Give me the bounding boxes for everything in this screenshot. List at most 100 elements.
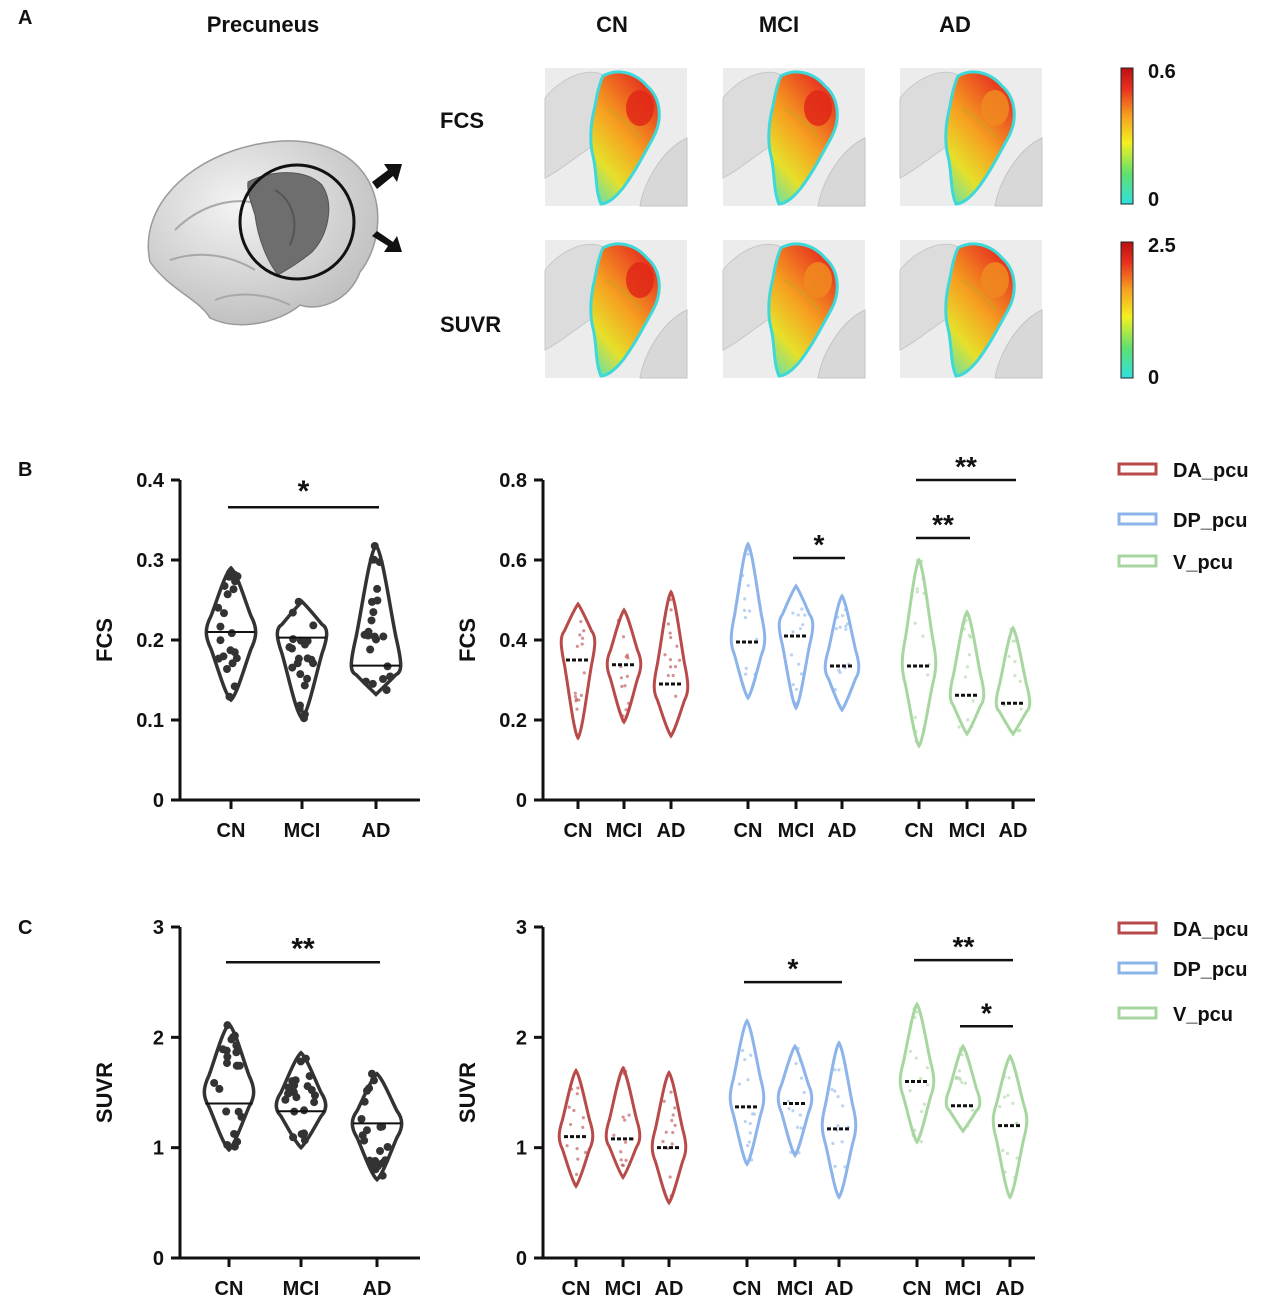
data-point	[361, 677, 370, 686]
data-point	[296, 670, 305, 679]
data-point	[366, 645, 375, 654]
data-point	[370, 632, 379, 641]
data-point	[791, 630, 795, 634]
data-point	[579, 619, 583, 624]
data-point	[841, 614, 845, 618]
data-point	[748, 1121, 752, 1126]
data-point	[833, 688, 837, 692]
data-point	[669, 665, 673, 669]
significance-label: *	[814, 529, 825, 560]
data-point	[742, 608, 747, 612]
data-point	[303, 674, 312, 683]
data-point	[668, 1175, 672, 1179]
violin-outline	[557, 1067, 595, 1189]
data-point	[669, 635, 673, 640]
x-tick-label: AD	[362, 820, 391, 842]
x-tick-label: AD	[825, 1278, 854, 1300]
data-point	[223, 1140, 232, 1149]
data-point	[915, 558, 919, 562]
violin-outline	[994, 625, 1032, 737]
panel-label-a: A	[18, 7, 32, 29]
data-point	[844, 624, 848, 628]
violin-DP_pcu-AD	[820, 1040, 858, 1200]
data-point	[747, 1140, 751, 1144]
data-point	[228, 659, 237, 668]
data-point	[914, 1056, 918, 1060]
violin-DP_pcu-CN	[729, 541, 767, 701]
violin-V_pcu-MCI	[948, 609, 986, 737]
violin-outline	[820, 1040, 858, 1200]
data-point	[666, 622, 671, 626]
data-point	[365, 1156, 374, 1165]
data-point	[921, 577, 925, 581]
data-point	[1016, 729, 1021, 733]
data-point	[223, 1052, 232, 1061]
data-point	[743, 1058, 747, 1062]
x-tick-label: AD	[999, 820, 1028, 842]
data-point	[745, 548, 750, 552]
brain-map-thumbnail	[722, 68, 866, 207]
data-point	[670, 1118, 674, 1123]
data-point	[627, 1113, 631, 1117]
data-point	[915, 590, 919, 594]
data-point	[582, 671, 586, 675]
data-point	[378, 1122, 387, 1131]
y-axis-label: FCS	[92, 618, 117, 662]
x-tick-label: MCI	[777, 1278, 814, 1300]
data-point	[957, 725, 961, 729]
group-header-ad: AD	[939, 12, 971, 37]
cortex-surface	[639, 137, 688, 207]
data-point	[367, 1069, 376, 1078]
data-point	[624, 708, 628, 712]
data-point	[746, 1078, 750, 1082]
data-point	[748, 1131, 752, 1135]
data-point	[791, 611, 795, 615]
data-point	[749, 1053, 753, 1057]
data-point	[836, 1095, 840, 1099]
data-point	[379, 674, 388, 683]
legend-label: DA_pcu	[1173, 460, 1249, 482]
data-point	[908, 1089, 912, 1093]
cortex-surface	[817, 137, 866, 207]
data-point	[373, 584, 382, 593]
data-point	[837, 1068, 841, 1072]
data-point	[572, 1181, 576, 1185]
data-point	[376, 1146, 385, 1155]
brain-sulcus	[169, 253, 256, 271]
data-point	[911, 1133, 915, 1138]
data-point	[914, 739, 918, 743]
y-tick-label: 0.6	[499, 550, 527, 572]
data-point	[957, 1069, 962, 1073]
data-point	[369, 1076, 378, 1085]
data-point	[1009, 627, 1013, 631]
significance-label: **	[932, 509, 954, 540]
violin-DA_pcu-CN	[557, 1067, 595, 1189]
data-point	[671, 1130, 675, 1135]
data-point	[301, 1054, 310, 1063]
heat-hotspot	[804, 90, 832, 126]
violin-outline	[559, 601, 597, 741]
violin-DA_pcu-AD	[652, 589, 690, 739]
violin-DP_pcu-CN	[728, 1018, 766, 1167]
data-point	[834, 627, 838, 631]
violin-MCI	[275, 597, 329, 723]
y-tick-label: 0.2	[136, 630, 164, 652]
data-point	[673, 1123, 677, 1127]
data-point	[800, 607, 804, 611]
data-point	[222, 1046, 231, 1055]
arrow-icon	[372, 231, 402, 252]
data-point	[786, 1099, 791, 1103]
data-point	[746, 583, 750, 588]
heat-hotspot	[981, 90, 1009, 126]
data-point	[612, 1133, 616, 1137]
data-point	[926, 673, 930, 677]
heat-fold	[606, 106, 643, 139]
data-point	[573, 694, 578, 699]
legend-label: V_pcu	[1173, 552, 1233, 574]
data-point	[292, 1093, 301, 1102]
data-point	[836, 1124, 840, 1128]
data-point	[958, 1047, 962, 1051]
data-point	[662, 1189, 666, 1193]
data-point	[787, 1107, 791, 1111]
data-point	[838, 625, 842, 629]
